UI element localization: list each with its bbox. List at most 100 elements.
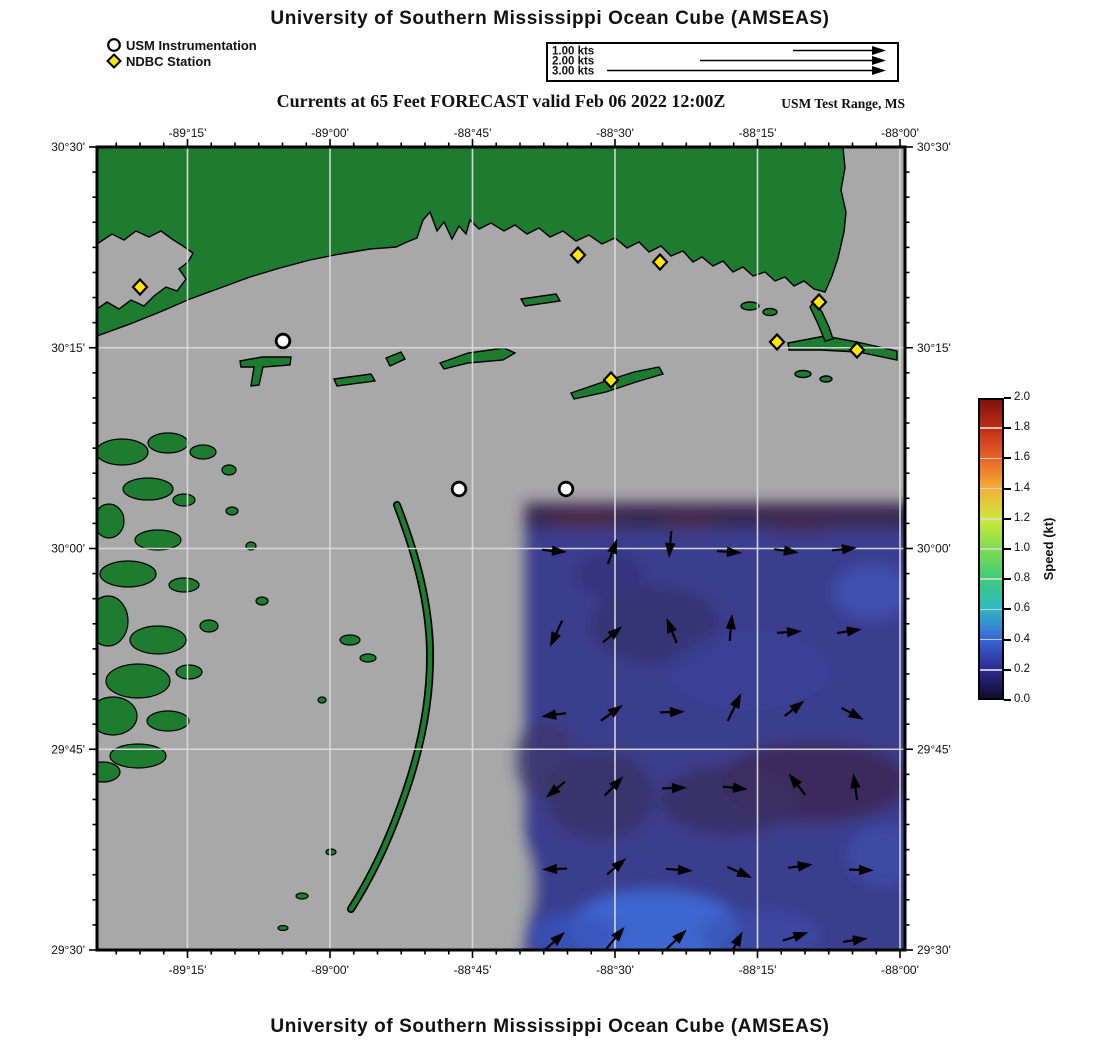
colorbar-tick bbox=[1004, 548, 1011, 550]
colorbar-tick bbox=[1004, 699, 1011, 701]
scale-entry-label: 3.00 kts bbox=[552, 66, 594, 77]
colorbar-tick bbox=[1004, 668, 1011, 671]
ndbc-station-marker bbox=[131, 277, 149, 297]
colorbar-grid-line bbox=[980, 427, 1002, 429]
symbol-legend: USM Instrumentation NDBC Station bbox=[106, 37, 257, 69]
current-vector-arrow bbox=[850, 773, 861, 801]
stations-layer bbox=[131, 245, 866, 498]
scale-arrow-head bbox=[872, 66, 886, 75]
islet bbox=[819, 375, 833, 383]
x-axis-label-bottom: -88°30' bbox=[596, 963, 634, 977]
current-vector-arrow bbox=[787, 861, 813, 872]
legend-item-usm: USM Instrumentation bbox=[106, 37, 257, 53]
colorbar-tick-label: 0.4 bbox=[1014, 632, 1030, 645]
colorbar-tick-label: 1.8 bbox=[1014, 421, 1030, 434]
colorbar-tick bbox=[1004, 517, 1011, 520]
x-axis-label-bottom: -89°15' bbox=[169, 963, 207, 977]
round-island bbox=[740, 301, 760, 311]
colorbar-grid-line bbox=[980, 638, 1002, 641]
current-vector-arrow bbox=[726, 931, 743, 950]
current-vector-arrow bbox=[600, 704, 623, 722]
current-vector-arrow bbox=[841, 706, 864, 720]
deer-island bbox=[519, 293, 562, 307]
current-vector-arrow bbox=[836, 626, 862, 637]
ndbc-diamond-icon bbox=[106, 53, 122, 69]
y-axis-label-left: 29°30' bbox=[51, 943, 85, 957]
legend-label-ndbc: NDBC Station bbox=[126, 53, 212, 69]
colorbar-tick bbox=[1004, 457, 1011, 460]
current-vector-arrow bbox=[773, 545, 799, 556]
colorbar-label: Speed (kt) bbox=[1041, 517, 1056, 581]
y-axis-label-left: 29°45' bbox=[51, 742, 85, 756]
colorbar-tick bbox=[1004, 397, 1011, 399]
colorbar-grid-line bbox=[980, 457, 1002, 460]
current-vector-arrow bbox=[659, 929, 687, 950]
current-vector-arrow bbox=[665, 864, 693, 875]
colorbar-grid-line bbox=[980, 487, 1002, 490]
x-axis-label-top: -88°45' bbox=[454, 126, 492, 140]
current-vector-arrow bbox=[788, 773, 807, 796]
x-axis-label-bottom: -88°00' bbox=[881, 963, 919, 977]
cedar-point-spur bbox=[809, 299, 834, 342]
x-axis-label-top: -88°30' bbox=[596, 126, 634, 140]
current-vector-arrow bbox=[661, 782, 687, 794]
colorbar-grid-line bbox=[980, 608, 1002, 611]
ndbc-station-marker bbox=[848, 340, 866, 360]
chandeleur-islands bbox=[348, 502, 433, 912]
current-vector-arrow bbox=[542, 863, 568, 875]
current-vector-arrow bbox=[603, 776, 624, 797]
colorbar-tick bbox=[1004, 578, 1011, 581]
ndbc-station-marker bbox=[569, 245, 587, 265]
colorbar-tick-label: 1.2 bbox=[1014, 511, 1030, 524]
colorbar-tick-label: 1.0 bbox=[1014, 542, 1030, 554]
current-vector-arrow bbox=[722, 782, 748, 793]
current-vector-arrow bbox=[541, 709, 567, 720]
islet bbox=[762, 307, 778, 317]
x-axis-label-top: -89°00' bbox=[311, 126, 349, 140]
colorbar-grid-line bbox=[980, 669, 1002, 671]
scale-entry-label: 2.00 kts bbox=[552, 56, 594, 68]
current-vector-arrow bbox=[716, 546, 742, 557]
colorbar-tick-label: 1.4 bbox=[1014, 481, 1030, 494]
vector-scale-box: 1.00 kts 2.00 kts 3.00 kts bbox=[546, 42, 899, 82]
y-axis-label-right: 29°30' bbox=[917, 943, 951, 957]
current-vector-arrow bbox=[776, 627, 802, 638]
mainland-coast bbox=[97, 147, 847, 337]
current-vector-arrow bbox=[602, 626, 623, 644]
x-axis-label-top: -88°00' bbox=[881, 126, 919, 140]
biloxi-marsh bbox=[97, 432, 377, 932]
colorbar-grid-line bbox=[980, 518, 1002, 520]
islet bbox=[794, 369, 812, 379]
current-vector-arrow bbox=[545, 780, 566, 798]
west-ship-island bbox=[332, 373, 377, 387]
current-vector-arrow bbox=[831, 544, 857, 555]
speed-field-layer bbox=[498, 503, 905, 950]
colorbar-grid-line bbox=[980, 578, 1002, 580]
colorbar-tick-label: 2.0 bbox=[1014, 391, 1030, 403]
current-vector-arrow bbox=[848, 864, 874, 876]
east-ship-island bbox=[385, 351, 406, 367]
y-axis-label-left: 30°00' bbox=[51, 542, 85, 556]
scale-arrow-head bbox=[872, 56, 886, 65]
axes-layer: -89°15' -89°15' -89°00' -89°00' -88°45' -88°4… bbox=[51, 126, 951, 977]
current-vector-arrow bbox=[726, 865, 752, 878]
colorbar-tick-label: 0.0 bbox=[1014, 693, 1030, 705]
graticule-gridlines bbox=[97, 147, 905, 950]
legend-item-ndbc: NDBC Station bbox=[106, 53, 257, 69]
colorbar-tick-label: 1.6 bbox=[1014, 451, 1030, 464]
lake-borgne-bay bbox=[97, 230, 194, 310]
usm-instrumentation-marker bbox=[557, 480, 575, 498]
scale-arrow-head bbox=[872, 46, 886, 55]
colorbar-tick bbox=[1004, 608, 1011, 611]
y-axis-label-right: 30°30' bbox=[917, 140, 951, 154]
y-axis-label-right: 30°00' bbox=[917, 542, 951, 556]
cat-island bbox=[239, 356, 292, 387]
current-vector-arrow bbox=[725, 614, 736, 642]
current-vector-arrow bbox=[606, 858, 627, 876]
colorbar-tick bbox=[1004, 638, 1011, 641]
colorbar-tick bbox=[1004, 427, 1011, 430]
current-vector-arrow bbox=[666, 617, 678, 644]
